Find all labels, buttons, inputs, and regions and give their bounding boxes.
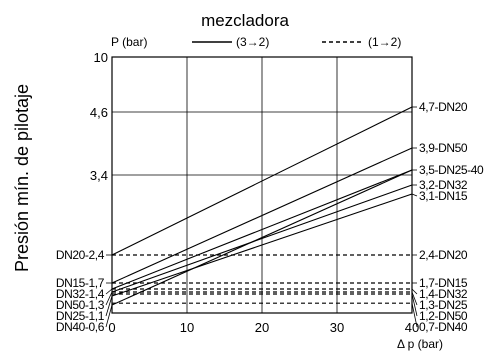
right-label-leader bbox=[411, 291, 418, 306]
right-series-label: 3,9-DN50 bbox=[419, 141, 468, 155]
left-series-label: DN40-0,6 bbox=[56, 320, 105, 334]
solid-series-group bbox=[111, 106, 413, 306]
y-unit-label: P (bar) bbox=[111, 35, 147, 49]
right-label-leader bbox=[411, 193, 418, 197]
solid-series-line bbox=[111, 169, 413, 290]
y-tick-group: 10 4,6 3,4 bbox=[90, 50, 108, 183]
right-series-label: 3,2-DN32 bbox=[419, 178, 468, 192]
x-tick-label: 20 bbox=[255, 320, 269, 335]
right-series-label: 4,7-DN20 bbox=[419, 100, 468, 114]
left-series-label: DN25-1,1 bbox=[56, 309, 105, 323]
x-tick-group: 0 10 20 30 40 bbox=[108, 320, 419, 335]
legend-solid-label: (3→2) bbox=[236, 35, 269, 49]
y-axis-title: Presión mín. de pilotaje bbox=[12, 84, 32, 272]
right-series-label: 2,4-DN20 bbox=[419, 248, 468, 262]
left-series-label: DN50-1,3 bbox=[56, 298, 105, 312]
solid-series-line bbox=[111, 106, 413, 256]
y-tick-label: 4,6 bbox=[90, 105, 108, 120]
right-series-label: 1,2-DN50 bbox=[419, 309, 468, 323]
solid-series-line bbox=[111, 184, 413, 293]
left-label-leader bbox=[105, 291, 113, 306]
x-tick-label: 10 bbox=[180, 320, 194, 335]
right-label-leader bbox=[411, 293, 418, 317]
x-tick-label: 40 bbox=[405, 320, 419, 335]
solid-series-line bbox=[111, 169, 413, 306]
right-series-label: 1,4-DN32 bbox=[419, 287, 468, 301]
right-series-label: 1,3-DN25 bbox=[419, 298, 468, 312]
left-series-label: DN32-1,4 bbox=[56, 287, 105, 301]
right-series-label: 3,5-DN25-40 bbox=[419, 163, 484, 177]
left-label-leader bbox=[105, 288, 113, 295]
right-label-leader bbox=[411, 303, 418, 328]
grid bbox=[111, 56, 413, 313]
y-tick-label: 10 bbox=[94, 50, 108, 65]
right-series-label: 1,7-DN15 bbox=[419, 276, 468, 290]
right-label-leader bbox=[411, 288, 418, 295]
x-tick-label: 0 bbox=[108, 320, 115, 335]
right-series-label: 3,1-DN15 bbox=[419, 189, 468, 203]
legend-dashed-label: (1→2) bbox=[368, 35, 401, 49]
left-label-group: DN20-2,4 DN15-1,7DN32-1,4DN50-1,3DN25-1,1… bbox=[56, 248, 113, 334]
right-label-group: 4,7-DN20 3,9-DN50 3,5-DN25-403,2-DN323,1-D… bbox=[411, 100, 484, 334]
right-series-label: 0,7-DN40 bbox=[419, 320, 468, 334]
left-label-leader bbox=[105, 295, 113, 317]
solid-series-line bbox=[111, 193, 413, 297]
y-tick-label: 3,4 bbox=[90, 168, 108, 183]
left-label-leader bbox=[105, 304, 113, 328]
x-tick-label: 30 bbox=[330, 320, 344, 335]
chart-title: mezcladora bbox=[201, 11, 289, 30]
x-axis-title: Δ p (bar) bbox=[397, 337, 443, 351]
solid-series-line bbox=[111, 147, 413, 284]
left-series-label: DN20-2,4 bbox=[56, 248, 105, 262]
left-series-label: DN15-1,7 bbox=[56, 276, 105, 290]
